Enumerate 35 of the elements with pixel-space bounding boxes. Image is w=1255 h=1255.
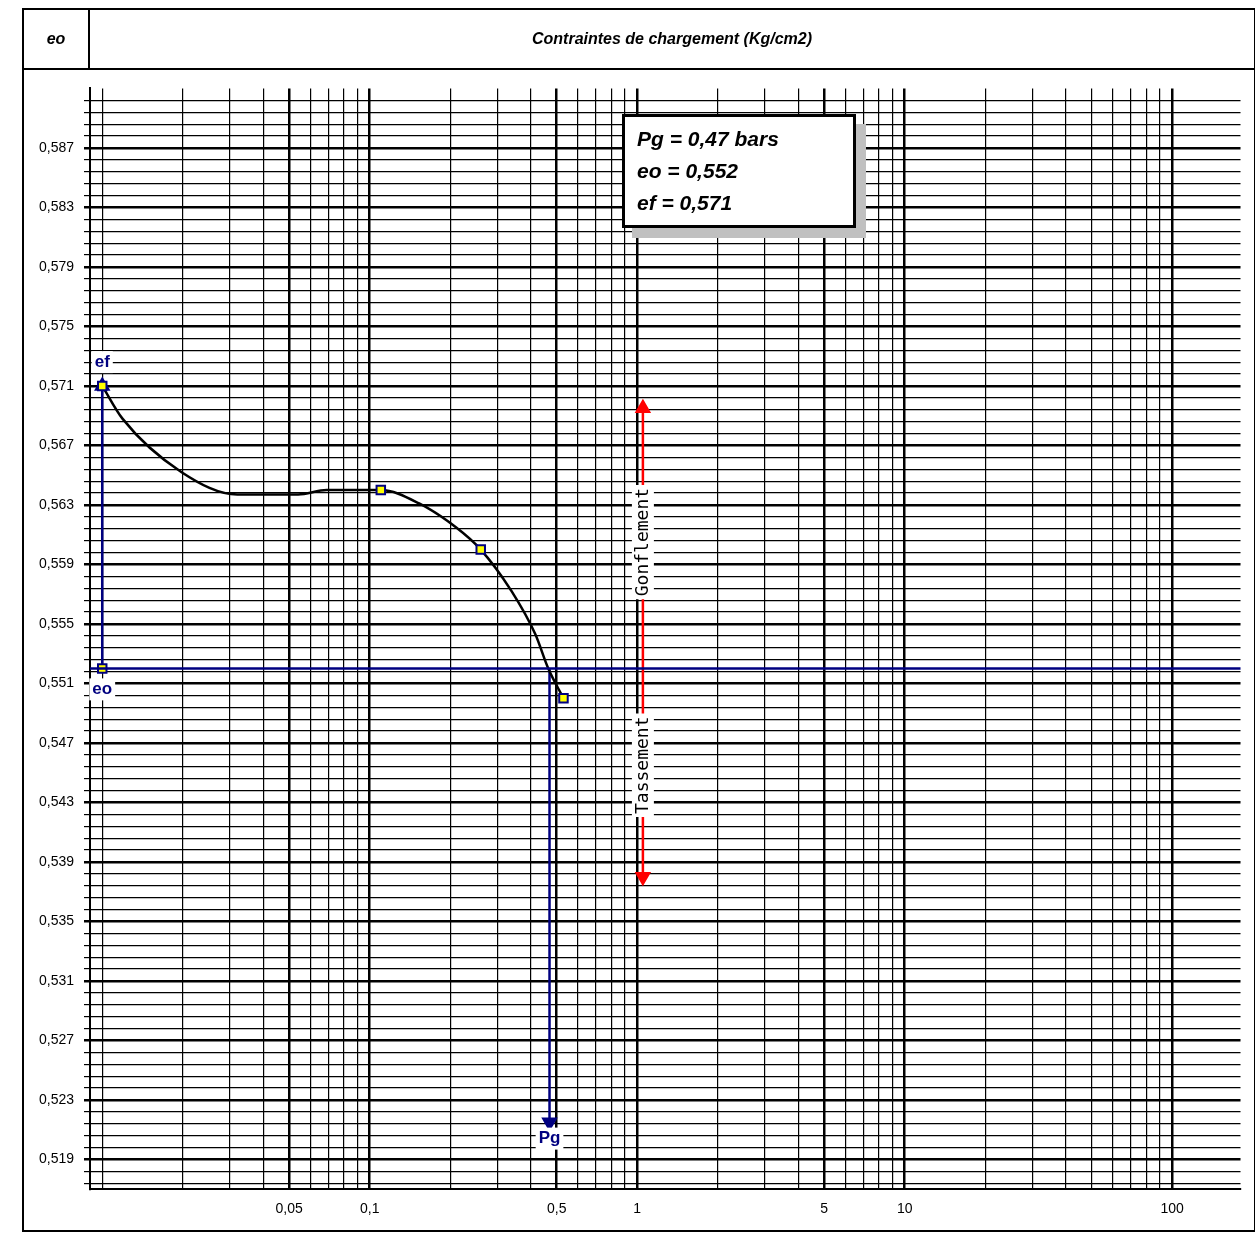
x-tick-label: 10 [896, 1200, 913, 1217]
x-axis-title: Contraintes de chargement (Kg/cm2) [530, 29, 814, 49]
y-tick-label: 0,555 [38, 614, 75, 631]
x-tick-label: 0,05 [275, 1200, 304, 1217]
x-tick-label: 1 [633, 1200, 642, 1217]
annotation: ef = 0,571 [637, 190, 734, 216]
y-tick-label: 0,519 [38, 1150, 75, 1167]
annotation: eo [92, 679, 113, 699]
annotation: eo = 0,552 [637, 158, 739, 184]
y-tick-label: 0,527 [38, 1031, 75, 1048]
x-tick-label: 0,1 [360, 1200, 380, 1217]
annotation: Pg = 0,47 bars [637, 126, 780, 152]
y-tick-label: 0,559 [38, 555, 75, 572]
y-tick-label: 0,539 [38, 852, 75, 869]
y-tick-label: 0,551 [38, 674, 75, 691]
y-tick-label: 0,543 [38, 793, 75, 810]
y-tick-label: 0,523 [38, 1090, 75, 1107]
x-tick-label: 0,5 [546, 1200, 567, 1217]
y-tick-label: 0,583 [38, 198, 75, 215]
y-tick-label: 0,535 [38, 912, 75, 929]
y-tick-label: 0,579 [38, 257, 75, 274]
y-tick-label: 0,587 [38, 138, 75, 155]
annotation: Pg [538, 1128, 561, 1148]
y-tick-label: 0,531 [38, 971, 75, 988]
y-tick-label: 0,563 [38, 495, 75, 512]
y-tick-label: 0,571 [38, 376, 75, 393]
y-tick-label: 0,547 [38, 733, 75, 750]
annotation: Tassement [630, 716, 652, 815]
y-axis-title: eo [24, 10, 90, 68]
annotation: ef [94, 351, 111, 371]
annotation: Gonflement [630, 487, 652, 597]
x-tick-label: 5 [820, 1200, 829, 1217]
y-tick-label: 0,575 [38, 317, 75, 334]
x-tick-label: 100 [1160, 1200, 1185, 1217]
y-tick-label: 0,567 [38, 436, 75, 453]
